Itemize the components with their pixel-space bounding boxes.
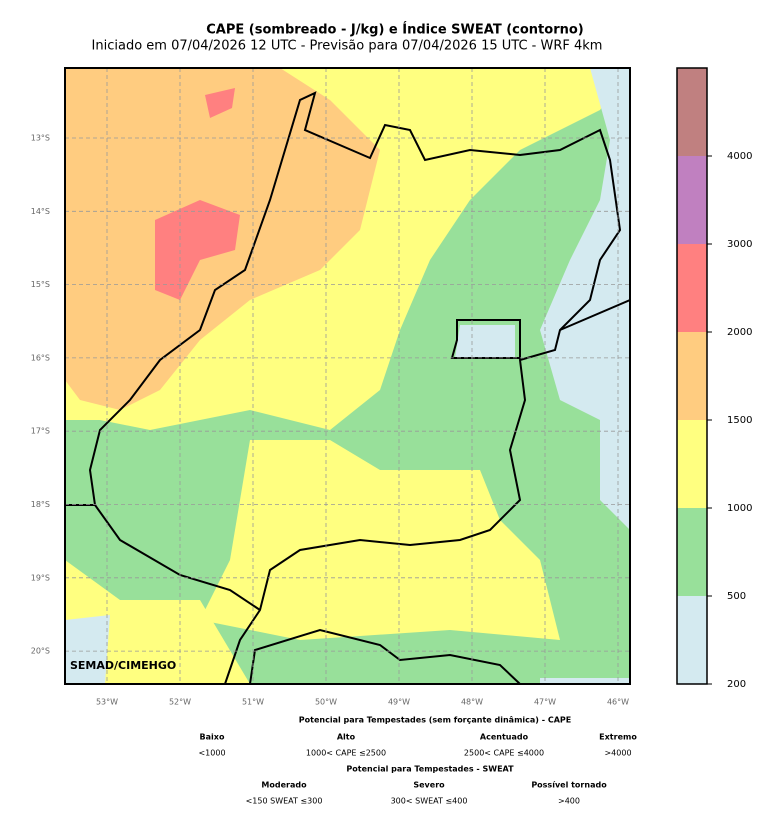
graticule bbox=[65, 68, 630, 684]
lon-label: 48°W bbox=[461, 698, 483, 707]
cape-legend-title: Potencial para Tempestades (sem forçante… bbox=[299, 716, 571, 725]
lon-label: 46°W bbox=[607, 698, 629, 707]
sweat-range: 300< SWEAT ≤400 bbox=[391, 797, 468, 806]
colorbar-band bbox=[677, 508, 707, 596]
colorbar-tick-label: 3000 bbox=[727, 239, 752, 250]
cape-field bbox=[65, 68, 630, 684]
colorbar-band bbox=[677, 68, 707, 156]
cape-range: 2500< CAPE ≤4000 bbox=[464, 749, 544, 758]
sweat-range: >400 bbox=[558, 797, 580, 806]
lat-label: 19°S bbox=[31, 573, 50, 582]
credit: SEMAD/CIMEHGO bbox=[70, 659, 176, 672]
lon-label: 53°W bbox=[96, 698, 118, 707]
cape-level: Acentuado bbox=[480, 733, 529, 742]
lon-label: 47°W bbox=[534, 698, 556, 707]
lat-label: 18°S bbox=[31, 500, 50, 509]
lat-label: 13°S bbox=[31, 134, 50, 143]
colorbar-band bbox=[677, 244, 707, 332]
cape-range: 1000< CAPE ≤2500 bbox=[306, 749, 386, 758]
colorbar-band bbox=[677, 332, 707, 420]
colorbar-tick-label: 200 bbox=[727, 679, 746, 690]
lon-label: 49°W bbox=[388, 698, 410, 707]
lat-label: 16°S bbox=[31, 353, 50, 362]
lon-label: 52°W bbox=[169, 698, 191, 707]
lat-label: 17°S bbox=[31, 427, 50, 436]
sweat-level: Severo bbox=[413, 781, 445, 790]
colorbar-frame bbox=[676, 67, 708, 685]
map-frame bbox=[64, 67, 631, 685]
cape-range: <1000 bbox=[198, 749, 225, 758]
subtitle: Iniciado em 07/04/2026 12 UTC - Previsão… bbox=[92, 39, 603, 54]
sweat-level: Moderado bbox=[261, 781, 307, 790]
lon-label: 50°W bbox=[315, 698, 337, 707]
lat-label: 20°S bbox=[31, 647, 50, 656]
colorbar-band bbox=[677, 420, 707, 508]
cape-level: Alto bbox=[337, 733, 356, 742]
colorbar-tick-label: 4000 bbox=[727, 151, 752, 162]
cape-level: Baixo bbox=[200, 733, 225, 742]
colorbar-band bbox=[677, 156, 707, 244]
lat-label: 15°S bbox=[31, 280, 50, 289]
colorbar-tick-label: 1500 bbox=[727, 415, 752, 426]
lon-label: 51°W bbox=[242, 698, 264, 707]
sweat-legend-title: Potencial para Tempestades - SWEAT bbox=[346, 765, 514, 774]
colorbar-band bbox=[677, 596, 707, 684]
colorbar-tick-label: 500 bbox=[727, 591, 746, 602]
sweat-range: <150 SWEAT ≤300 bbox=[246, 797, 323, 806]
colorbar-tick-label: 1000 bbox=[727, 503, 752, 514]
colorbar-tick-label: 2000 bbox=[727, 327, 752, 338]
lat-label: 14°S bbox=[31, 207, 50, 216]
sweat-level: Possível tornado bbox=[531, 781, 607, 790]
cape-level: Extremo bbox=[599, 733, 637, 742]
cape-range: >4000 bbox=[604, 749, 631, 758]
title: CAPE (sombreado - J/kg) e Índice SWEAT (… bbox=[206, 22, 583, 38]
